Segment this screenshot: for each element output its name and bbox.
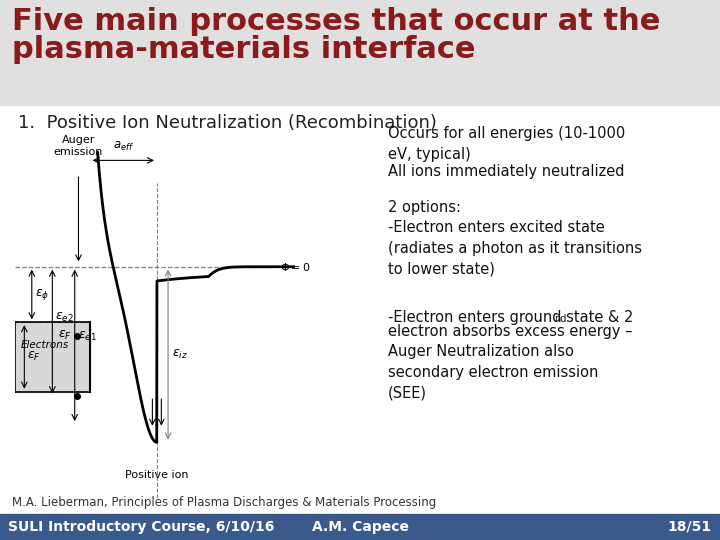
Text: nd: nd — [554, 314, 567, 324]
Text: $\varepsilon_F$: $\varepsilon_F$ — [27, 350, 41, 363]
Text: Electrons: Electrons — [21, 340, 69, 350]
Text: $\varepsilon_{e2}$: $\varepsilon_{e2}$ — [55, 311, 74, 324]
Text: $\varepsilon_{e1}$: $\varepsilon_{e1}$ — [78, 329, 96, 343]
Text: SULI Introductory Course, 6/10/16: SULI Introductory Course, 6/10/16 — [8, 520, 274, 534]
Text: $\Phi = 0$: $\Phi = 0$ — [280, 261, 311, 273]
Text: 18/51: 18/51 — [668, 520, 712, 534]
Text: $\varepsilon_\phi$: $\varepsilon_\phi$ — [35, 287, 49, 302]
Text: A.M. Capece: A.M. Capece — [312, 520, 408, 534]
Bar — [15, 322, 90, 392]
Text: plasma-materials interface: plasma-materials interface — [12, 35, 475, 64]
Bar — [0, 514, 720, 540]
Text: All ions immediately neutralized: All ions immediately neutralized — [388, 164, 624, 179]
Bar — [0, 0, 720, 105]
Text: electron absorbs excess energy –
Auger Neutralization also
secondary electron em: electron absorbs excess energy – Auger N… — [388, 324, 632, 400]
Text: M.A. Lieberman, Principles of Plasma Discharges & Materials Processing: M.A. Lieberman, Principles of Plasma Dis… — [12, 496, 436, 509]
Text: Positive ion: Positive ion — [125, 469, 189, 480]
Text: Occurs for all energies (10-1000
eV, typical): Occurs for all energies (10-1000 eV, typ… — [388, 126, 625, 162]
Text: Auger
emission: Auger emission — [54, 135, 103, 157]
Text: -Electron enters ground state & 2: -Electron enters ground state & 2 — [388, 310, 634, 325]
Text: $a_{eff}$: $a_{eff}$ — [113, 140, 134, 153]
Text: $\varepsilon_{iz}$: $\varepsilon_{iz}$ — [172, 348, 188, 361]
Text: 2 options:
-Electron enters excited state
(radiates a photon as it transitions
t: 2 options: -Electron enters excited stat… — [388, 200, 642, 276]
Text: 1.  Positive Ion Neutralization (Recombination): 1. Positive Ion Neutralization (Recombin… — [18, 114, 437, 132]
Text: $\varepsilon_F$: $\varepsilon_F$ — [58, 329, 72, 342]
Text: Five main processes that occur at the: Five main processes that occur at the — [12, 7, 660, 36]
